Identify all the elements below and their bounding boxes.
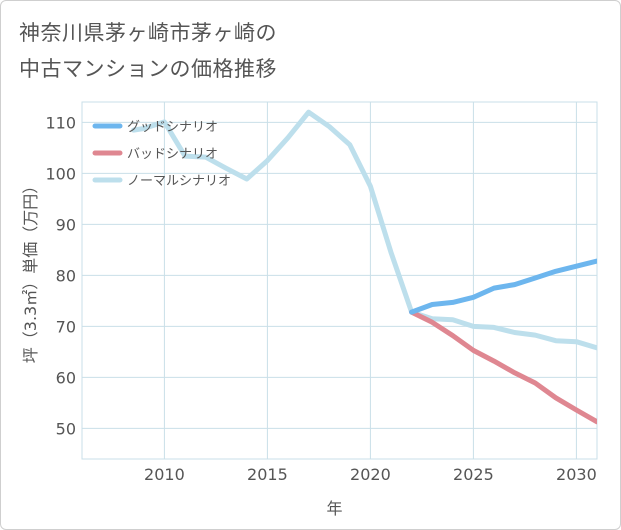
legend-good[interactable]: グッドシナリオ bbox=[92, 120, 218, 135]
y-tick-label: 60 bbox=[56, 368, 76, 387]
axis-ticks: 50 60 70 80 90 100 110 2010 2015 2020 2025 2030 bbox=[45, 113, 596, 484]
y-axis-label: 坪（3.3㎡）単価（万円） bbox=[21, 178, 40, 363]
normal-scenario-line bbox=[131, 109, 597, 351]
good-scenario-line bbox=[409, 258, 597, 315]
bad-scenario-line bbox=[409, 309, 597, 425]
grid-lines bbox=[81, 101, 598, 460]
plot-frame bbox=[81, 101, 598, 460]
chart-title-line-2: 中古マンションの価格推移 bbox=[19, 57, 277, 81]
y-tick-label: 50 bbox=[56, 419, 76, 438]
chart-title: 神奈川県茅ヶ崎市茅ヶ崎の 中古マンションの価格推移 bbox=[19, 15, 277, 87]
y-tick-label: 100 bbox=[45, 164, 76, 183]
y-tick-label: 70 bbox=[56, 317, 76, 336]
x-tick-label: 2015 bbox=[247, 465, 288, 484]
legend-good-label: グッドシナリオ bbox=[127, 120, 218, 135]
y-tick-label: 110 bbox=[45, 113, 76, 132]
chart-title-line-1: 神奈川県茅ヶ崎市茅ヶ崎の bbox=[19, 21, 277, 45]
y-tick-label: 90 bbox=[56, 215, 76, 234]
x-tick-label: 2030 bbox=[556, 465, 597, 484]
series-lines bbox=[131, 109, 597, 425]
legend-bad[interactable]: バッドシナリオ bbox=[92, 147, 218, 162]
y-tick-label: 80 bbox=[56, 266, 76, 285]
x-tick-label: 2020 bbox=[350, 465, 391, 484]
x-tick-label: 2025 bbox=[453, 465, 494, 484]
legend-bad-label: バッドシナリオ bbox=[127, 147, 218, 162]
x-tick-label: 2010 bbox=[144, 465, 185, 484]
legend-normal[interactable]: ノーマルシナリオ bbox=[92, 174, 231, 189]
x-axis-label: 年 bbox=[326, 499, 342, 518]
legend-normal-label: ノーマルシナリオ bbox=[127, 174, 231, 189]
